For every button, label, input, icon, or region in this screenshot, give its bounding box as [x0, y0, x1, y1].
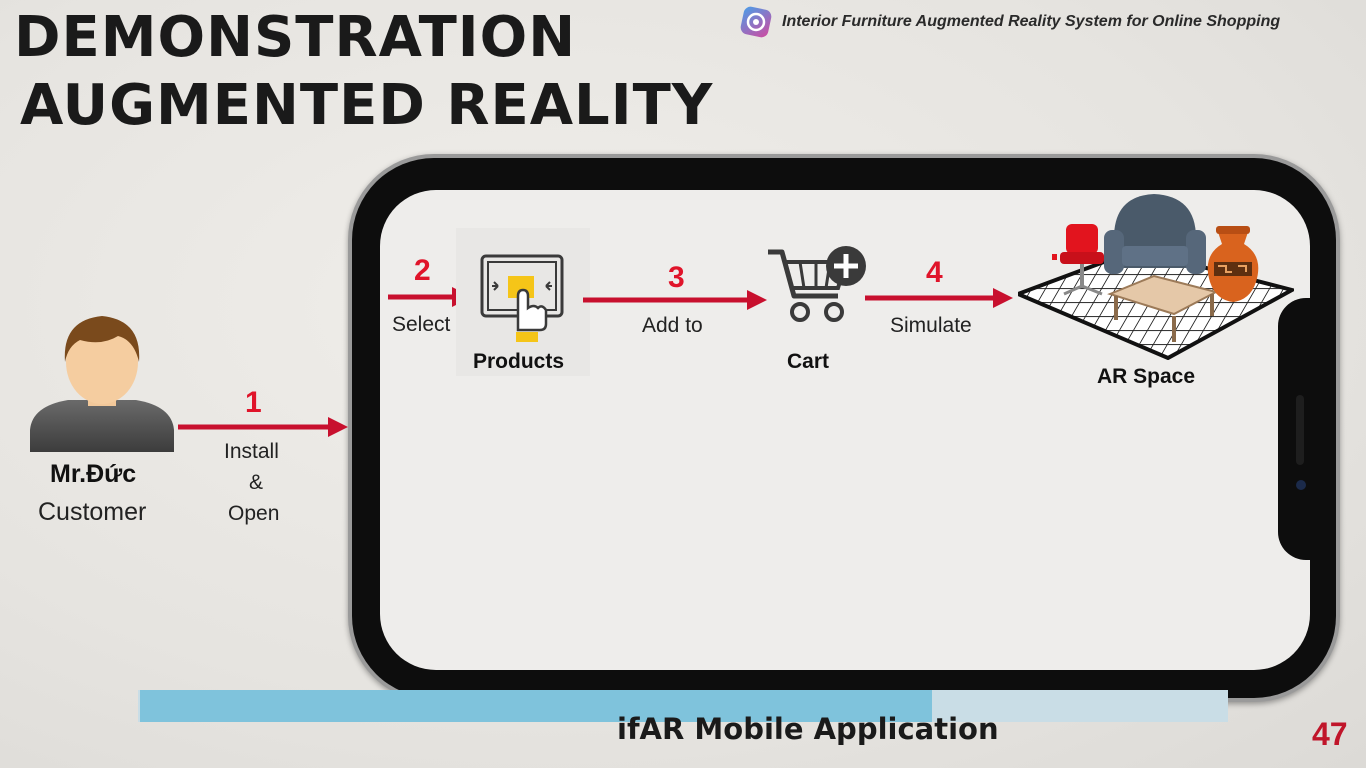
actor-role: Customer: [38, 498, 147, 526]
ar-furniture-room-icon: [1018, 194, 1294, 360]
step-1-number: 1: [245, 386, 262, 419]
phone-camera-icon: [1296, 480, 1306, 490]
slide-title-line-2: AUGMENTED REALITY: [20, 73, 714, 138]
cart-add-icon: [768, 246, 866, 322]
step-2-number: 2: [414, 254, 431, 287]
step-3-number: 3: [668, 261, 685, 294]
step-4-number: 4: [926, 256, 943, 289]
ar-app-logo-icon: [740, 6, 772, 38]
step-2-label: Select: [392, 313, 451, 336]
header-system-label: Interior Furniture Augmented Reality Sys…: [738, 4, 1280, 40]
slide-title-line-1: DEMONSTRATION: [14, 5, 577, 70]
page-number: 47: [1312, 716, 1348, 752]
step-2-target: Products: [473, 350, 565, 373]
system-name: Interior Furniture Augmented Reality Sys…: [782, 13, 1281, 30]
step-3-arrow: [583, 290, 767, 310]
step-4-arrow: [865, 288, 1013, 308]
step-1-label-line-3: Open: [228, 502, 280, 525]
step-1-label-line-1: Install: [224, 440, 279, 463]
step-1-arrow: [178, 417, 348, 437]
step-3-label: Add to: [642, 314, 703, 337]
actor-name: Mr.Đức: [50, 460, 137, 488]
phone-speaker: [1296, 395, 1304, 465]
step-1-label-line-2: &: [249, 471, 264, 494]
step-4-label: Simulate: [890, 314, 972, 337]
touch-select-icon: [480, 254, 564, 342]
step-3-target: Cart: [787, 350, 830, 373]
footer-bar-fill: [140, 690, 932, 722]
footer-app-name: ifAR Mobile Application: [617, 712, 999, 746]
step-4-target: AR Space: [1097, 365, 1196, 388]
person-avatar-icon: [30, 316, 174, 452]
